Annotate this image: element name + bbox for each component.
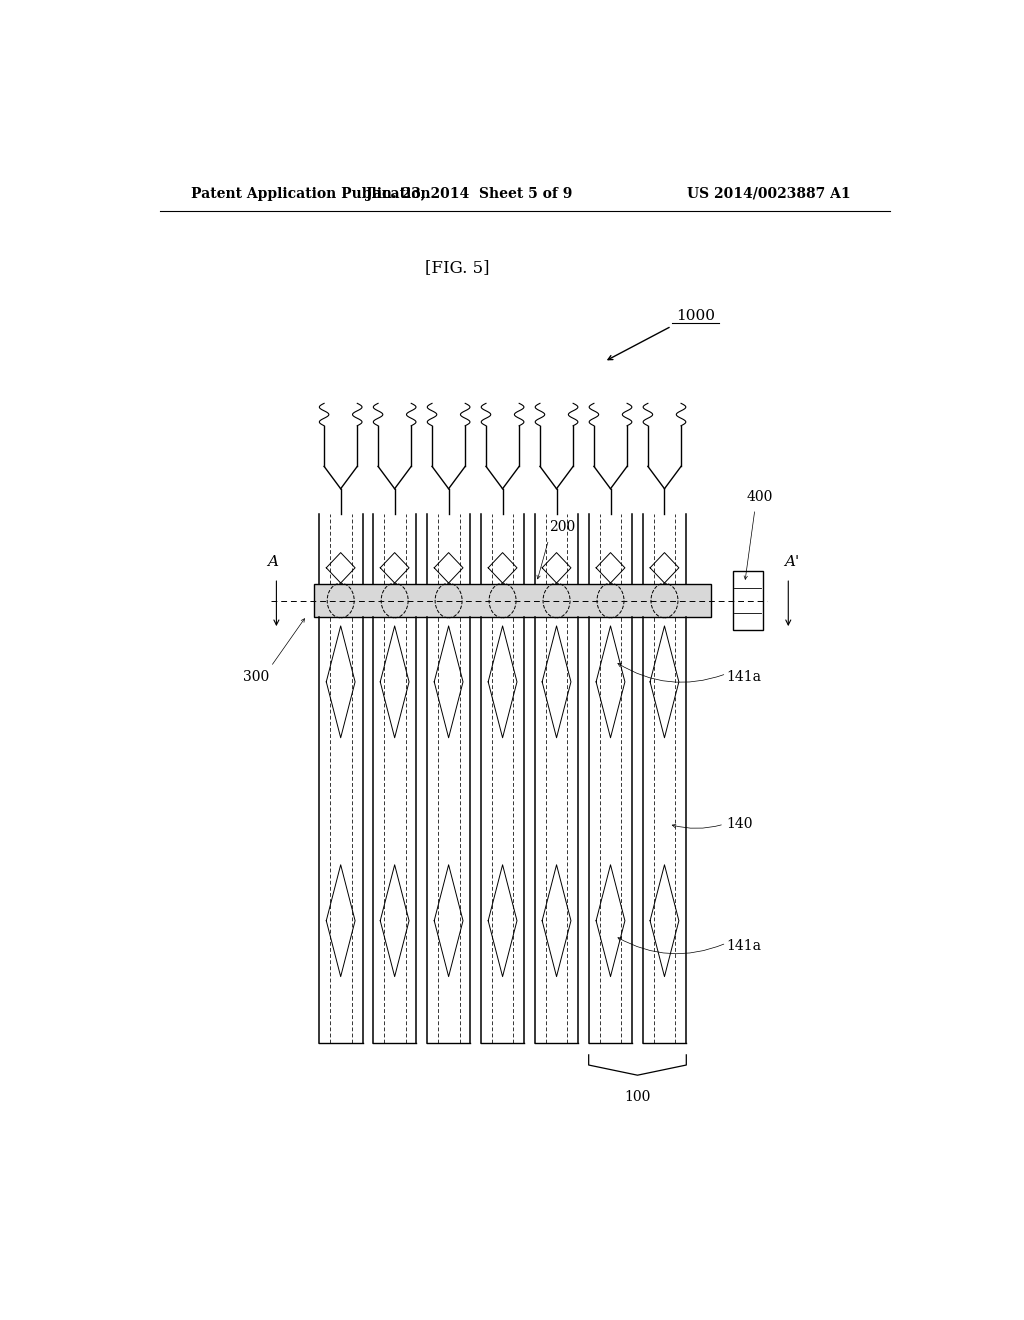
Text: 300: 300 xyxy=(243,669,269,684)
Text: Jan. 23, 2014  Sheet 5 of 9: Jan. 23, 2014 Sheet 5 of 9 xyxy=(366,187,572,201)
Text: 140: 140 xyxy=(726,817,753,832)
Text: A': A' xyxy=(784,554,800,569)
Text: A: A xyxy=(267,554,278,569)
Text: [FIG. 5]: [FIG. 5] xyxy=(425,259,489,276)
Text: 400: 400 xyxy=(748,490,773,504)
Text: 1000: 1000 xyxy=(676,309,715,323)
Bar xyxy=(733,572,763,630)
Text: 141a: 141a xyxy=(726,669,762,684)
Bar xyxy=(314,585,712,616)
Text: 100: 100 xyxy=(625,1090,650,1105)
Text: 141a: 141a xyxy=(726,939,762,953)
Text: Patent Application Publication: Patent Application Publication xyxy=(191,187,431,201)
Text: 200: 200 xyxy=(549,520,574,535)
Text: US 2014/0023887 A1: US 2014/0023887 A1 xyxy=(686,187,850,201)
